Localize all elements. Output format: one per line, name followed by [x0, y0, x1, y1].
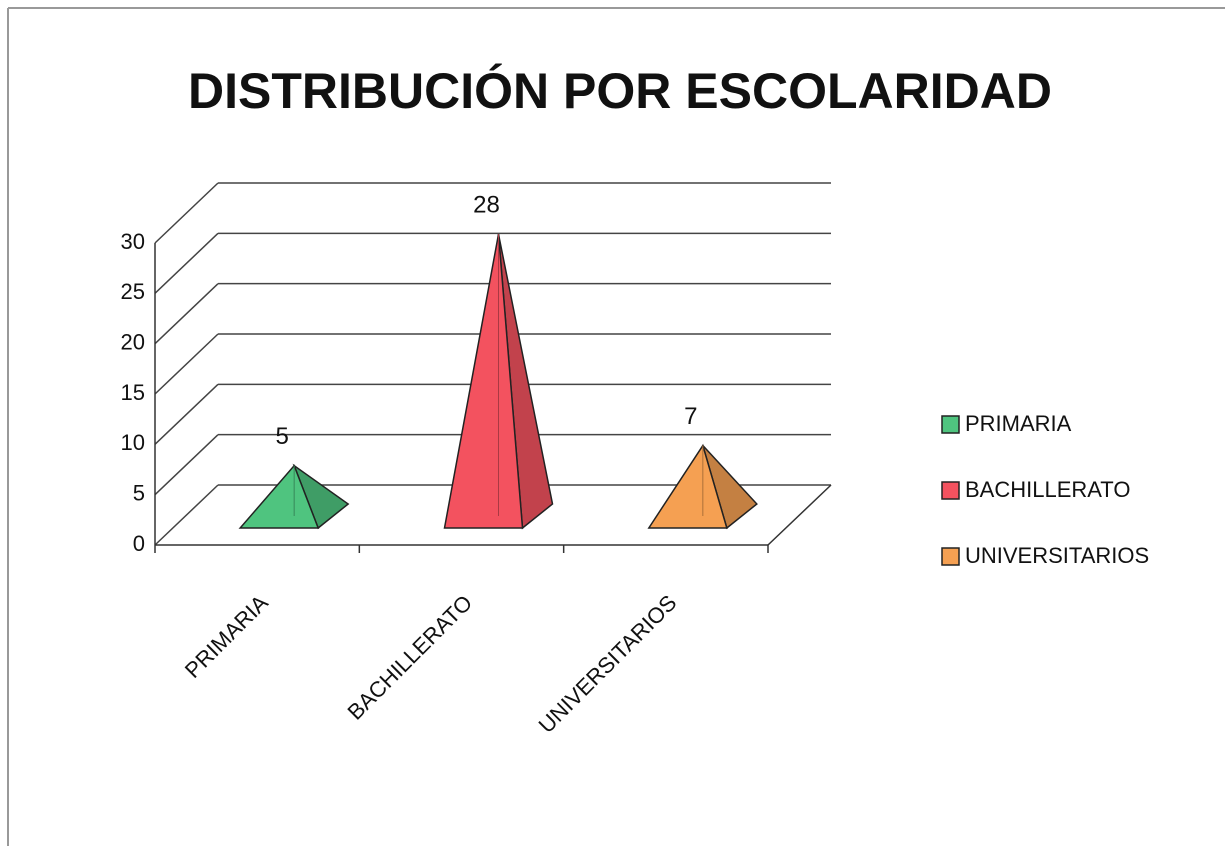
data-label: 28 — [473, 191, 500, 218]
side-grid-line — [154, 383, 219, 445]
y-tick-label: 0 — [133, 531, 145, 556]
data-label: 7 — [684, 403, 697, 430]
y-tick-label: 15 — [121, 380, 145, 405]
y-tick-label: 10 — [121, 430, 145, 455]
x-tick-label: BACHILLERATO — [342, 590, 477, 725]
pyramid-front — [238, 464, 320, 529]
side-grid-line — [154, 434, 219, 496]
legend-text: UNIVERSITARIOS — [965, 543, 1149, 568]
y-tick-label: 5 — [133, 480, 145, 505]
legend-swatch — [941, 481, 960, 500]
legend-swatch — [941, 547, 960, 566]
side-grid-line — [154, 232, 219, 294]
floor-edge — [767, 484, 832, 546]
side-grid-line — [154, 283, 219, 345]
x-tick-label: PRIMARIA — [180, 590, 273, 683]
chart-title: DISTRIBUCIÓN POR ESCOLARIDAD — [188, 63, 1052, 119]
y-tick-label: 20 — [121, 329, 145, 354]
legend-text: PRIMARIA — [965, 411, 1072, 436]
pyramid — [238, 463, 350, 530]
x-tick-label: UNIVERSITARIOS — [534, 590, 682, 738]
data-label: 5 — [275, 423, 288, 450]
legend-text: BACHILLERATO — [965, 477, 1130, 502]
pyramid-front — [647, 443, 728, 529]
side-grid-line — [154, 182, 219, 244]
legend-swatch — [941, 415, 960, 434]
side-grid-line — [154, 484, 219, 546]
y-tick-label: 30 — [121, 229, 145, 254]
side-grid-line — [154, 333, 219, 395]
pyramid — [647, 443, 758, 530]
y-tick-label: 25 — [121, 279, 145, 304]
pyramid — [443, 233, 554, 530]
pyramid-front — [443, 233, 524, 529]
